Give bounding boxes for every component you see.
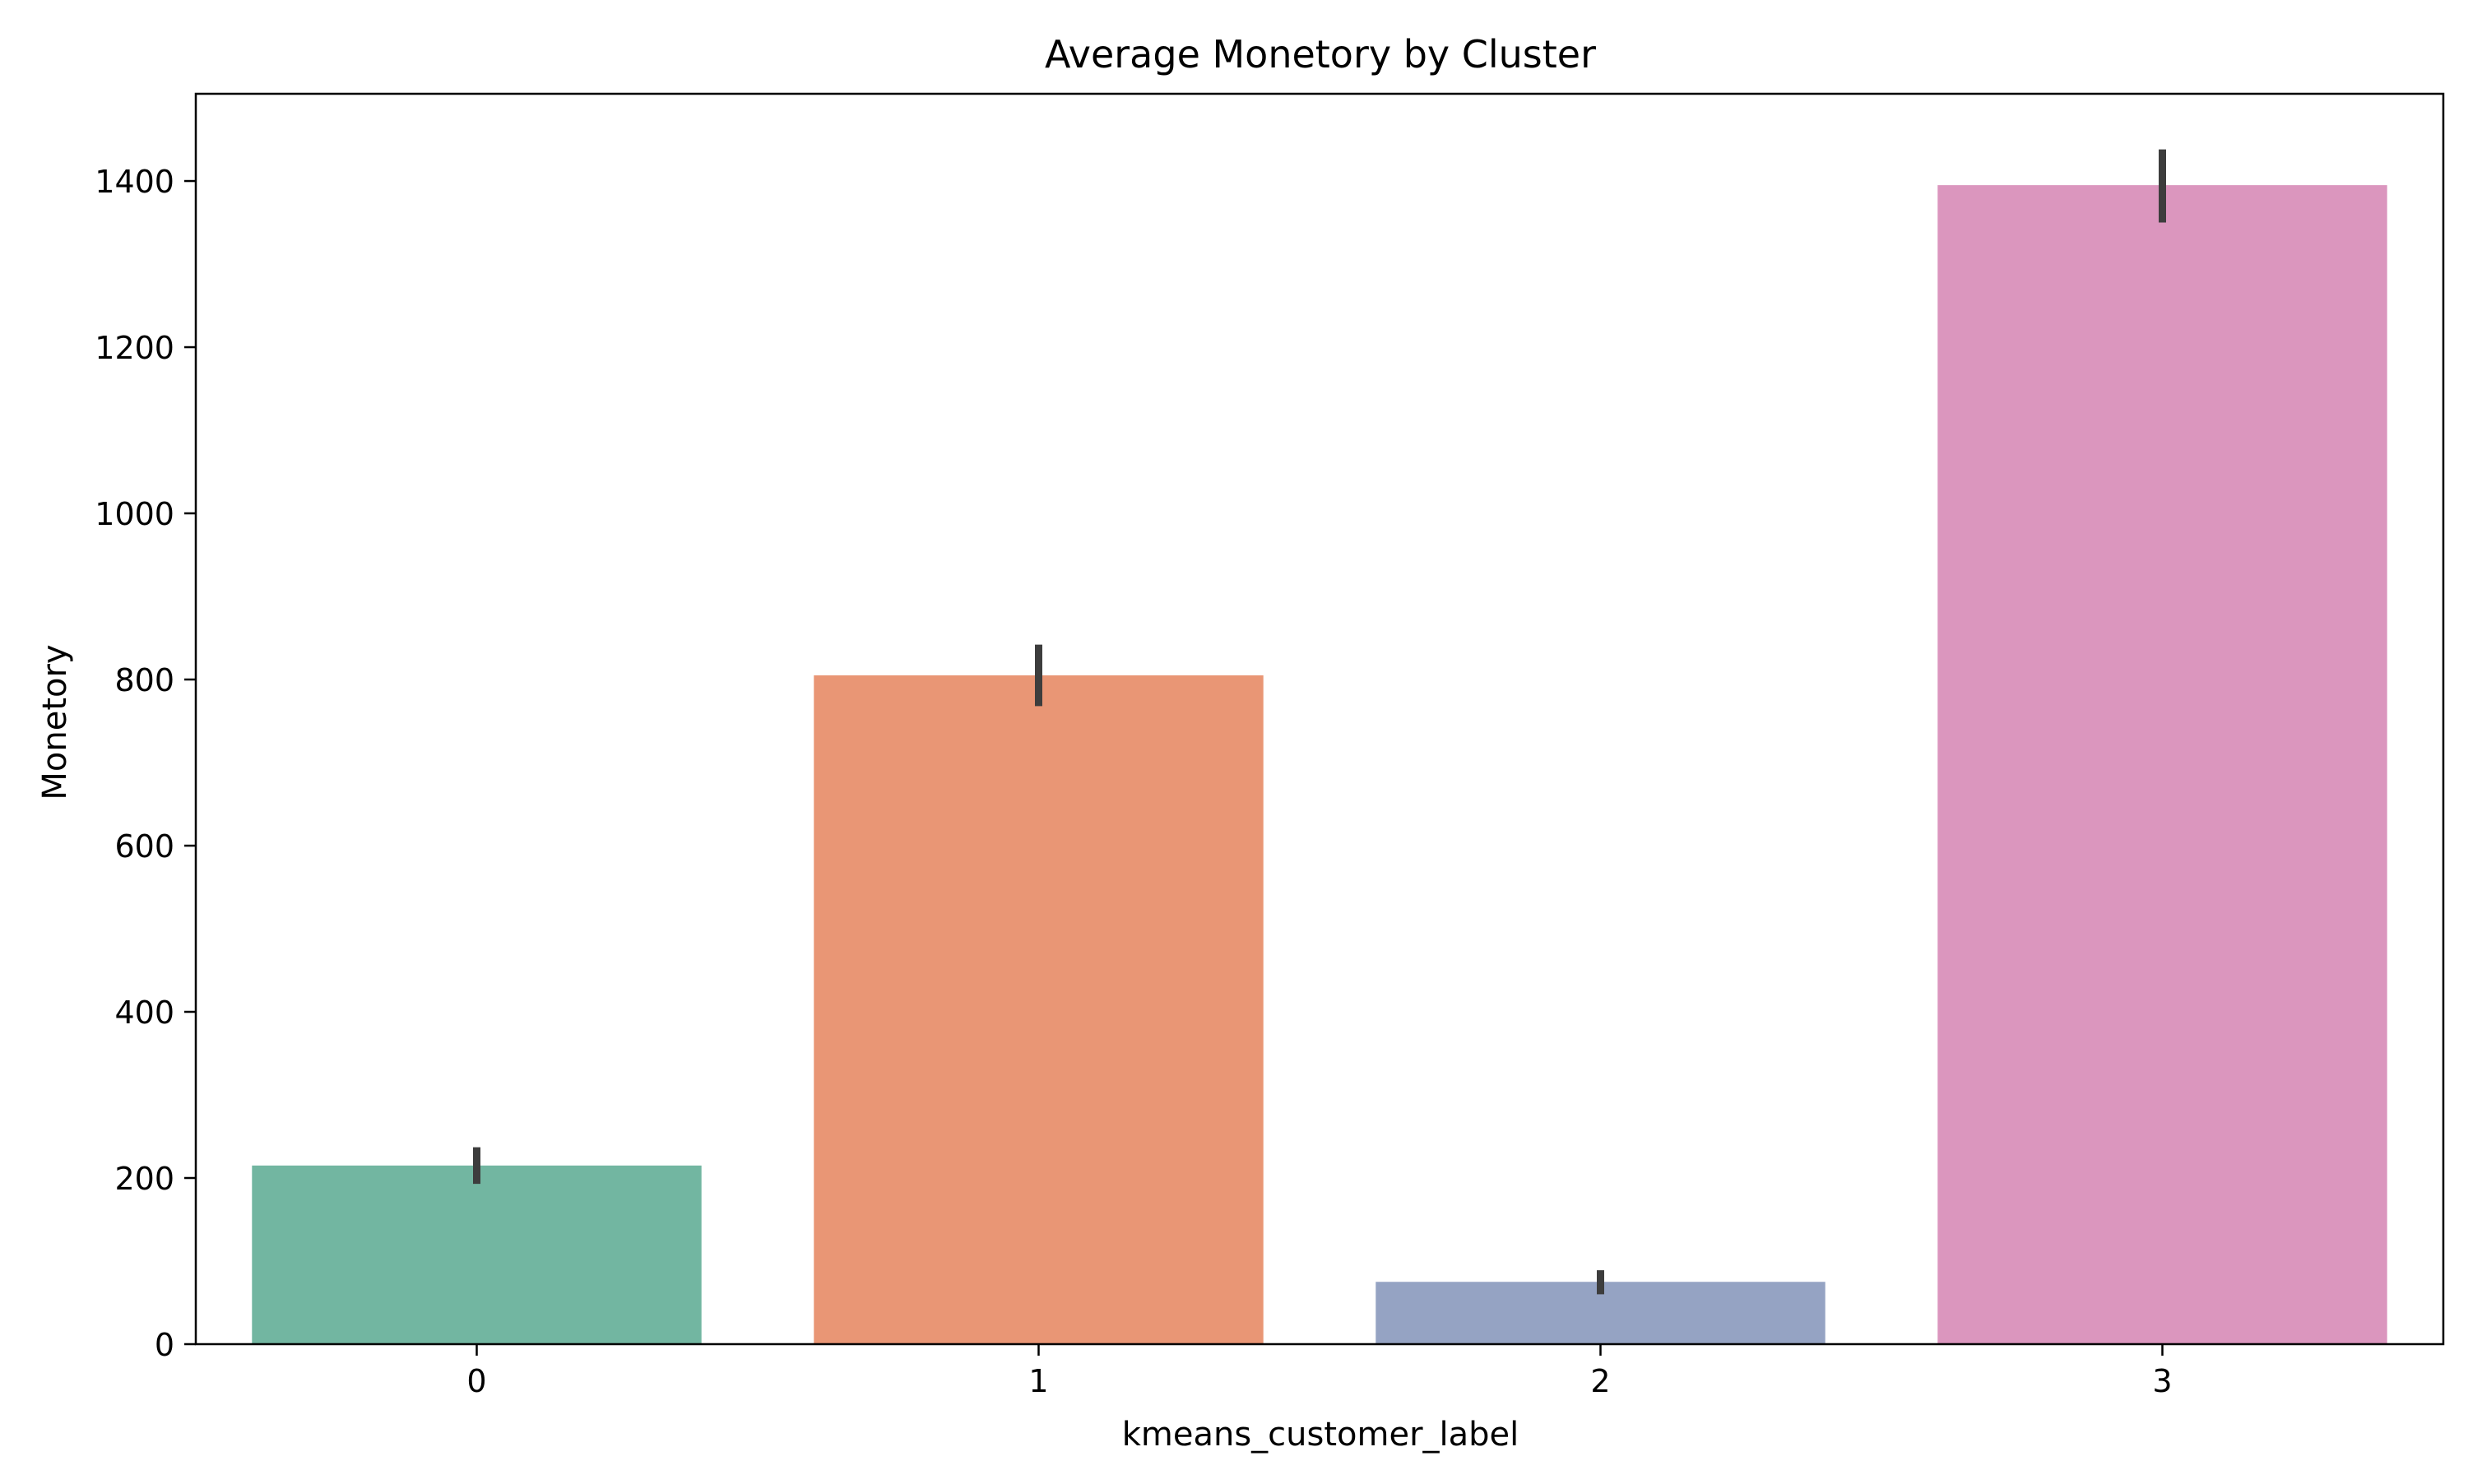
y-tick-label-800: 800 <box>114 662 174 698</box>
axes-layer <box>194 92 2445 1346</box>
y-tick-label-400: 400 <box>114 995 174 1031</box>
x-tick-label-2: 2 <box>1590 1363 1610 1399</box>
chart-title: Average Monetory by Cluster <box>1045 32 1596 77</box>
y-tick-label-1400: 1400 <box>95 164 174 200</box>
x-tick-label-3: 3 <box>2152 1363 2172 1399</box>
bar-1 <box>814 675 1264 1344</box>
errorbars-layer <box>473 149 2166 1295</box>
y-tick-label-200: 200 <box>114 1161 174 1197</box>
y-tick-label-0: 0 <box>155 1327 174 1363</box>
y-tick-label-1000: 1000 <box>95 496 174 532</box>
x-axis-label: kmeans_customer_label <box>1122 1416 1519 1454</box>
bar-0 <box>252 1165 702 1344</box>
y-tick-label-1200: 1200 <box>95 330 174 366</box>
bars-layer <box>252 185 2387 1345</box>
x-tick-label-0: 0 <box>466 1363 486 1399</box>
y-tick-label-600: 600 <box>114 828 174 865</box>
x-tick-label-1: 1 <box>1028 1363 1048 1399</box>
ticks-layer: 0 200 400 600 800 1000 1200 1400 0 1 2 3 <box>95 164 2172 1399</box>
axes-frame <box>194 92 2445 1346</box>
bar-3 <box>1937 185 2387 1345</box>
y-axis-label: Monetory <box>36 644 74 800</box>
